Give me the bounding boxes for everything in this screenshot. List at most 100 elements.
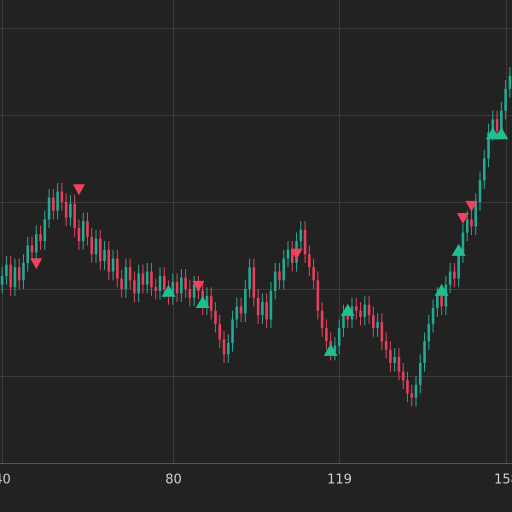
buy-marker [195,296,210,309]
candle-body [180,277,183,294]
candle-body [13,267,17,288]
candle-body [269,290,273,320]
candle-body [423,341,426,363]
candle-body [239,306,243,314]
candle-body [69,203,72,218]
candle-body [145,271,149,285]
candle-body [256,297,260,316]
candle-body [235,306,239,320]
candle-body [320,310,324,329]
candle-body [128,267,132,281]
candle-body [60,191,64,202]
candle-body [359,310,362,317]
candle-body [414,384,418,398]
candle-body [252,267,256,298]
candle-body [43,219,47,242]
candle-body [90,236,94,255]
candle-body [491,119,495,133]
candle-body [64,202,68,218]
buy-marker [323,343,338,356]
candle-body [26,245,30,263]
candle-body [410,393,414,398]
candle-body [94,238,98,255]
candle-body [384,341,388,350]
candle-body [141,273,145,285]
candle-body [17,267,21,281]
candle-body [137,273,140,294]
candle-body [299,229,303,242]
candle-body [265,302,268,320]
candle-body [478,180,482,202]
candle-body [453,271,456,279]
candle-body [111,258,115,272]
candle-body [325,328,328,342]
candle-body [448,271,452,285]
candle-body [162,275,166,289]
candle-body [427,323,431,342]
candle-body [372,315,375,329]
buy-marker [434,283,449,296]
candle-body [261,302,264,316]
candle-body [487,132,490,159]
candle-body [73,203,76,229]
x-tick-label: 80 [165,473,182,488]
sell-marker [72,184,85,196]
candle-body [465,219,469,233]
candle-body [218,323,222,340]
candle-body [56,191,59,211]
candle-body [5,264,8,276]
candle-body [22,262,25,281]
buy-marker [451,243,466,256]
candle-body [103,249,106,262]
candle-body [376,322,379,329]
candle-body [192,284,196,298]
candle-body [244,289,247,314]
candle-body [380,322,384,342]
candle-body [171,282,175,296]
candle-body [175,282,179,294]
candle-body [184,277,187,289]
candle-body [474,202,478,227]
candle-body [116,258,119,279]
candle-body [158,275,162,291]
candle-body [308,254,311,268]
candle-body [120,278,123,289]
candle-body [30,245,34,253]
sell-marker [465,200,478,212]
buy-marker [340,303,355,316]
candle-body [81,221,85,242]
candle-body [504,88,507,111]
candle-body [154,287,158,291]
candle-body [205,295,209,307]
candle-body [354,306,358,311]
candle-body [316,280,320,311]
x-tick-label: 40 [0,473,11,488]
candle-body [34,234,38,253]
candle-body [418,362,422,385]
candle-body [231,319,234,343]
candle-body [222,339,226,355]
candle-body [150,271,153,288]
x-tick-label: 119 [327,473,352,488]
candle-body [248,267,251,289]
buy-marker [161,284,176,297]
candle-body [0,275,4,285]
candle-body [431,308,435,324]
candle-body [214,310,217,324]
candle-body [363,304,367,317]
candle-body [482,158,486,181]
candle-body [333,345,337,352]
candle-body [9,264,12,288]
candle-body [346,313,350,320]
candle-body [133,280,136,294]
candle-body [337,328,341,346]
candle-body [278,271,281,281]
candle-body [303,229,307,255]
buy-marker [494,127,509,140]
candle-body [401,371,405,381]
sell-marker [192,280,205,292]
candle-body [440,295,443,307]
